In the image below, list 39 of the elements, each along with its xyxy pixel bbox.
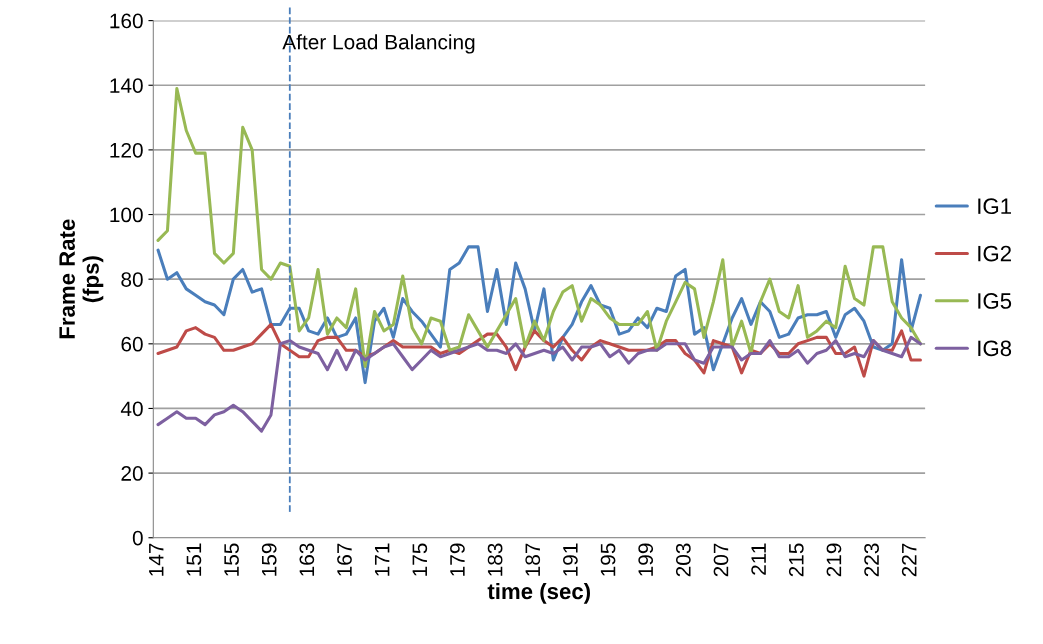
x-tick-label: 211 xyxy=(751,543,766,575)
y-tick-label: 80 xyxy=(121,272,143,287)
x-tick-label: 175 xyxy=(412,543,428,576)
x-tick-label: 151 xyxy=(186,543,202,576)
x-tick-label: 227 xyxy=(901,543,917,577)
y-tick-label: 140 xyxy=(110,78,143,93)
x-tick-label: 171 xyxy=(374,543,390,576)
x-tick-label: 219 xyxy=(826,543,842,577)
x-tick-label: 203 xyxy=(675,543,691,577)
y-tick-label: 40 xyxy=(120,401,143,417)
line-series xyxy=(156,335,922,433)
legend-label: IG2 xyxy=(978,245,1011,262)
x-tick-label: 207 xyxy=(713,543,729,577)
x-tick-label: 167 xyxy=(337,543,352,576)
x-tick-label: 155 xyxy=(224,543,239,576)
x-tick-label: 187 xyxy=(525,543,541,576)
y-tick-label: 120 xyxy=(110,142,143,158)
line-series xyxy=(156,86,922,368)
x-tick-label: 191 xyxy=(563,543,578,576)
legend-label: IG5 xyxy=(978,293,1012,309)
x-tick-label: 195 xyxy=(600,543,616,576)
y-axis-title: Frame Rate (fps) xyxy=(59,219,104,339)
ref-line-label: After Load Balancing xyxy=(282,34,475,54)
y-tick-label: 20 xyxy=(121,466,143,481)
x-tick-label: 159 xyxy=(261,543,277,576)
y-tick-label: 100 xyxy=(110,207,143,223)
x-tick-label: 183 xyxy=(487,543,503,576)
legend-label: IG1 xyxy=(978,198,1011,215)
legend-label: IG8 xyxy=(978,340,1012,357)
x-tick-label: 223 xyxy=(864,543,879,577)
x-tick-label: 199 xyxy=(638,543,654,576)
y-tick-label: 0 xyxy=(132,530,143,546)
y-tick-label: 160 xyxy=(110,13,143,29)
x-tick-label: 163 xyxy=(299,543,315,576)
x-tick-label: 215 xyxy=(788,543,804,577)
x-tick-label: 147 xyxy=(149,543,164,576)
x-tick-label: 179 xyxy=(450,543,465,576)
y-tick-label: 60 xyxy=(121,336,143,352)
x-axis-title: time (sec) xyxy=(487,582,590,604)
